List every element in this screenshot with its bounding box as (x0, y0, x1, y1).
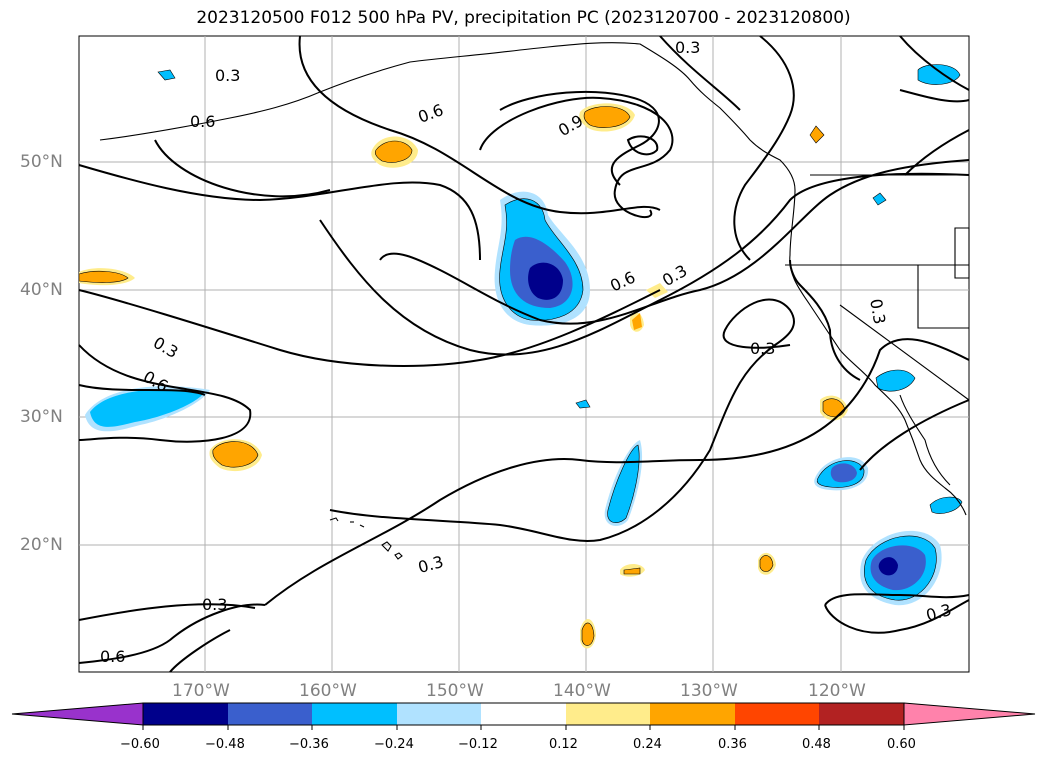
precip-blob (157, 69, 176, 81)
precip-blob (878, 557, 898, 576)
lon-label: 160°W (299, 681, 357, 701)
precip-blob (374, 140, 413, 163)
lon-label: 150°W (426, 681, 484, 701)
contour-label: 0.3 (675, 38, 701, 57)
precip-blob (575, 399, 591, 409)
precip-blob (78, 270, 129, 283)
lat-label: 20°N (20, 535, 63, 555)
colorbar-tick: −0.24 (374, 737, 414, 752)
lon-label: 130°W (680, 681, 738, 701)
precip-blob (759, 555, 774, 572)
lat-label: 40°N (20, 280, 63, 300)
precip-blob (607, 444, 640, 523)
contour-label: 0.6 (190, 112, 216, 131)
precip-blob (929, 496, 963, 514)
colorbar-tick: 0.24 (633, 737, 662, 752)
precip-blob (581, 622, 595, 646)
colorbar (11, 702, 1036, 730)
precip-blob (528, 262, 563, 300)
lon-label: 170°W (172, 681, 230, 701)
lon-label: 140°W (553, 681, 611, 701)
precip-blob (830, 463, 857, 483)
lat-label: 50°N (20, 152, 63, 172)
colorbar-tick: −0.48 (205, 737, 245, 752)
precip-blob (870, 545, 926, 591)
colorbar-tick: 0.36 (718, 737, 747, 752)
map-title: 2023120500 F012 500 hPa PV, precipitatio… (196, 8, 851, 28)
precip-blob (632, 313, 642, 330)
lon-label: 120°W (808, 681, 866, 701)
colorbar-tick: 0.48 (802, 737, 831, 752)
colorbar-tick: −0.12 (458, 737, 498, 752)
contour-label: 0.3 (202, 595, 228, 614)
precip-shading (78, 64, 963, 649)
precip-blob (583, 106, 631, 128)
precip-blob (90, 389, 205, 427)
colorbar-tick: 0.60 (887, 737, 916, 752)
contour-label: 0.3 (750, 339, 776, 358)
lat-label: 30°N (20, 407, 63, 427)
graticule (79, 36, 969, 672)
colorbar-tick: −0.60 (120, 737, 160, 752)
precip-blob (212, 441, 259, 468)
colorbar-tick: 0.12 (549, 737, 578, 752)
colorbar-tick: −0.36 (289, 737, 329, 752)
precip-blob (875, 369, 916, 392)
precip-blob (809, 125, 825, 144)
precip-blob (872, 192, 887, 206)
pv-contours (78, 35, 970, 673)
contour-label: 0.3 (215, 66, 241, 85)
coastlines (99, 42, 970, 560)
contour-label: 0.6 (100, 647, 126, 666)
precip-blob (623, 567, 641, 575)
